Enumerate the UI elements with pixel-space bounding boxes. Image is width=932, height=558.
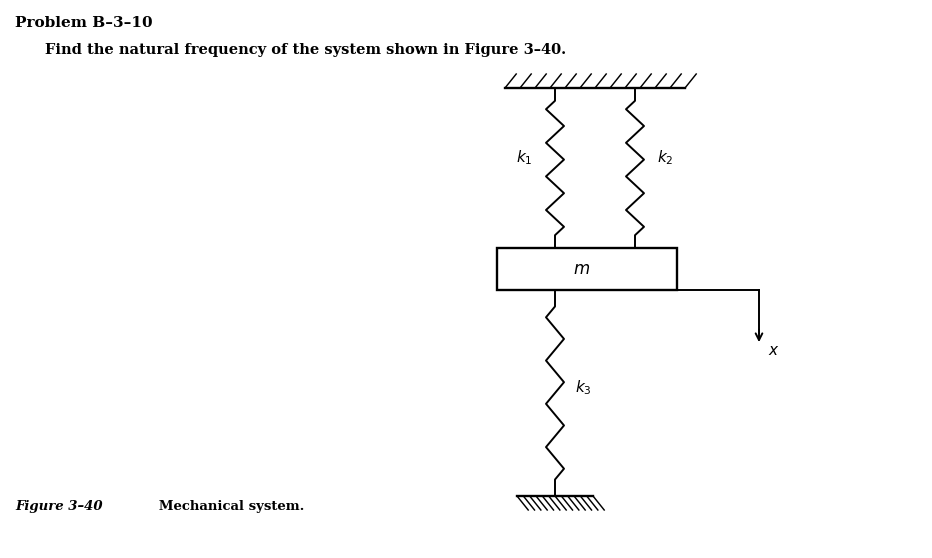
Text: Mechanical system.: Mechanical system. xyxy=(145,500,305,513)
Text: Find the natural frequency of the system shown in Figure 3–40.: Find the natural frequency of the system… xyxy=(45,43,566,57)
Text: Problem B–3–10: Problem B–3–10 xyxy=(15,16,153,30)
Text: $k_3$: $k_3$ xyxy=(575,379,592,397)
Text: $x$: $x$ xyxy=(768,344,779,358)
Text: $m$: $m$ xyxy=(573,261,591,277)
Bar xyxy=(497,248,677,290)
Text: $k_2$: $k_2$ xyxy=(657,148,674,167)
Text: $k_1$: $k_1$ xyxy=(516,148,533,167)
Text: Figure 3–40: Figure 3–40 xyxy=(15,500,103,513)
